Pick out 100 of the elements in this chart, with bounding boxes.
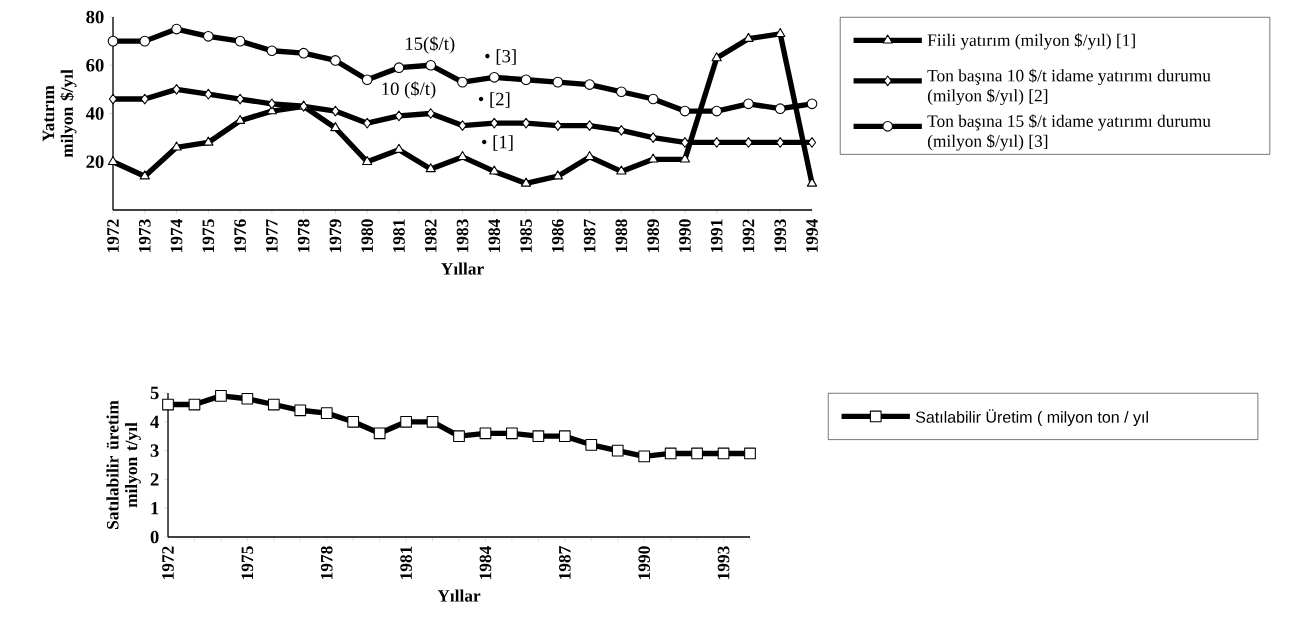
point bbox=[488, 71, 500, 83]
point bbox=[215, 390, 227, 402]
x-tick-label: 1980 bbox=[361, 219, 374, 252]
point bbox=[691, 447, 703, 460]
x-tick-label: 1981 bbox=[393, 219, 405, 252]
x-tick-label: 1987 bbox=[558, 546, 571, 579]
point bbox=[584, 79, 595, 90]
point bbox=[775, 28, 786, 38]
point bbox=[457, 76, 468, 88]
y-axis-title: Satılabilir üretim milyon t/yıl bbox=[106, 400, 141, 529]
point bbox=[108, 93, 118, 105]
point bbox=[806, 98, 818, 110]
point bbox=[267, 98, 277, 110]
point bbox=[347, 415, 360, 428]
point bbox=[490, 117, 499, 129]
x-tick-label: 1972 bbox=[162, 546, 174, 579]
y-tick-label: 40 bbox=[85, 107, 104, 120]
x-tick-label: 1988 bbox=[615, 219, 628, 252]
point bbox=[266, 45, 278, 57]
point bbox=[558, 430, 571, 443]
x-tick-label: 1978 bbox=[320, 546, 333, 579]
point bbox=[617, 125, 626, 136]
point bbox=[298, 47, 309, 59]
point bbox=[330, 55, 341, 66]
point bbox=[203, 136, 214, 146]
point bbox=[400, 415, 412, 428]
x-tick-label: 1990 bbox=[679, 219, 691, 252]
point bbox=[394, 110, 404, 122]
point bbox=[361, 74, 373, 86]
x-tick-label: 1984 bbox=[479, 546, 492, 579]
x-tick-label: 1984 bbox=[488, 219, 501, 252]
point bbox=[680, 137, 690, 148]
point bbox=[139, 35, 151, 47]
point bbox=[638, 450, 651, 463]
point bbox=[393, 143, 405, 153]
x-tick-label: 1976 bbox=[234, 219, 246, 252]
y-tick-label: 0 bbox=[150, 530, 159, 544]
y-tick-label: 4 bbox=[150, 415, 159, 428]
point bbox=[552, 170, 563, 180]
point bbox=[426, 108, 435, 119]
point bbox=[649, 132, 658, 143]
point bbox=[489, 165, 500, 175]
point bbox=[774, 103, 786, 115]
x-tick-label: 1991 bbox=[710, 219, 723, 252]
point bbox=[585, 120, 594, 131]
y-tick-label: 2 bbox=[150, 473, 159, 486]
point bbox=[294, 404, 307, 417]
point bbox=[373, 427, 386, 440]
point bbox=[172, 84, 181, 95]
legend-label: Ton başına 10 $/t idame yatırımı durumu (milyon $/yıl) [2] bbox=[927, 68, 1211, 106]
annotation: • [2] bbox=[478, 92, 510, 108]
y-tick-label: 1 bbox=[151, 502, 159, 515]
point bbox=[204, 88, 213, 100]
point bbox=[362, 155, 373, 165]
x-tick-label: 1975 bbox=[241, 546, 254, 579]
point bbox=[520, 177, 532, 187]
point bbox=[679, 105, 691, 117]
y-tick-label: 3 bbox=[150, 444, 159, 457]
x-tick-label: 1975 bbox=[202, 219, 215, 252]
x-tick-label: 1986 bbox=[551, 219, 564, 252]
point bbox=[585, 438, 598, 451]
point bbox=[717, 447, 730, 460]
y-tick-label: 80 bbox=[86, 10, 104, 24]
point bbox=[331, 105, 340, 117]
point bbox=[171, 23, 182, 35]
y-axis-title: Yatırım milyon $/yıl bbox=[42, 69, 77, 158]
y-tick-label: 20 bbox=[86, 155, 104, 169]
x-tick-label: 1985 bbox=[520, 219, 532, 252]
point bbox=[743, 98, 754, 110]
point bbox=[171, 141, 182, 151]
point bbox=[744, 447, 756, 460]
legend-label: Fiili yatırım (milyon $/yıl) [1] bbox=[927, 33, 1135, 50]
point bbox=[664, 447, 677, 460]
x-tick-label: 1994 bbox=[806, 219, 818, 252]
point bbox=[202, 30, 214, 42]
point bbox=[679, 153, 691, 163]
point bbox=[188, 398, 201, 411]
point bbox=[647, 153, 659, 163]
point bbox=[776, 137, 785, 148]
point bbox=[107, 35, 119, 47]
x-tick-label: 1979 bbox=[329, 219, 342, 252]
legend-label: Satılabilir Üretim ( milyon ton / yıl bbox=[915, 409, 1148, 426]
x-axis-title: Yıllar bbox=[441, 262, 484, 275]
point bbox=[552, 76, 564, 88]
point bbox=[234, 35, 246, 47]
annotation: 15($/t) bbox=[406, 36, 455, 54]
point bbox=[711, 52, 722, 62]
annotation: 10 ($/t) bbox=[382, 81, 436, 99]
x-tick-label: 1983 bbox=[456, 219, 469, 252]
x-tick-label: 1981 bbox=[400, 546, 412, 579]
point bbox=[611, 444, 624, 457]
point bbox=[453, 430, 465, 443]
point bbox=[712, 137, 721, 148]
point bbox=[330, 122, 341, 132]
x-tick-label: 1982 bbox=[424, 219, 437, 252]
point bbox=[616, 165, 627, 175]
point bbox=[320, 407, 333, 420]
point bbox=[616, 86, 627, 98]
x-tick-label: 1977 bbox=[266, 219, 278, 252]
x-axis-title: Yıllar bbox=[437, 589, 481, 602]
